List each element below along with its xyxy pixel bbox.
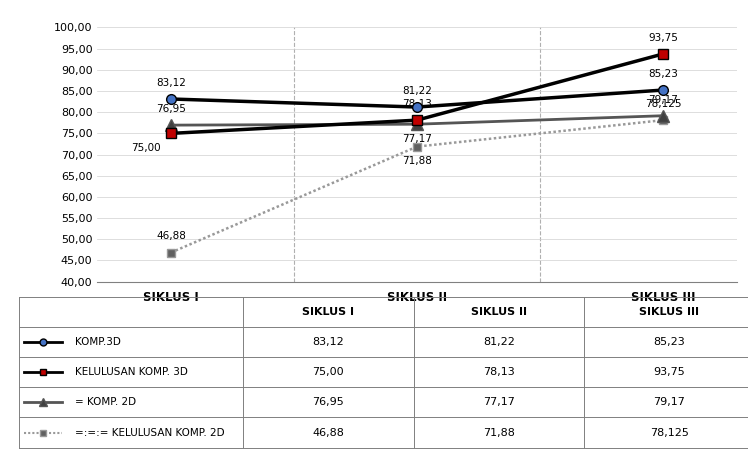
Text: KOMP.3D: KOMP.3D (75, 337, 120, 347)
Text: 83,12: 83,12 (313, 337, 344, 347)
Text: 77,17: 77,17 (402, 134, 432, 144)
Text: 76,95: 76,95 (313, 398, 344, 407)
Text: SIKLUS III: SIKLUS III (640, 307, 699, 316)
Text: =:=:= KELULUSAN KOMP. 2D: =:=:= KELULUSAN KOMP. 2D (75, 428, 224, 437)
Text: 71,88: 71,88 (483, 428, 515, 437)
Text: 75,00: 75,00 (131, 143, 161, 153)
Text: 71,88: 71,88 (402, 156, 432, 166)
Text: 46,88: 46,88 (156, 231, 186, 241)
Text: 93,75: 93,75 (654, 367, 685, 377)
Text: 46,88: 46,88 (313, 428, 344, 437)
Text: 78,125: 78,125 (650, 428, 689, 437)
Text: 83,12: 83,12 (156, 78, 186, 88)
Text: 75,00: 75,00 (313, 367, 344, 377)
Text: 81,22: 81,22 (483, 337, 515, 347)
Text: 81,22: 81,22 (402, 86, 432, 96)
Text: 76,95: 76,95 (156, 104, 186, 114)
Text: = KOMP. 2D: = KOMP. 2D (75, 398, 136, 407)
Text: 85,23: 85,23 (648, 69, 678, 79)
Text: 85,23: 85,23 (654, 337, 685, 347)
Text: SIKLUS II: SIKLUS II (471, 307, 527, 316)
Text: KELULUSAN KOMP. 3D: KELULUSAN KOMP. 3D (75, 367, 188, 377)
Text: 93,75: 93,75 (648, 33, 678, 43)
Text: 79,17: 79,17 (648, 95, 678, 104)
Text: 78,13: 78,13 (402, 99, 432, 109)
Text: 77,17: 77,17 (483, 398, 515, 407)
Text: 79,17: 79,17 (654, 398, 685, 407)
Text: 78,13: 78,13 (483, 367, 515, 377)
Text: 78,125: 78,125 (645, 99, 681, 109)
Text: SIKLUS I: SIKLUS I (302, 307, 355, 316)
